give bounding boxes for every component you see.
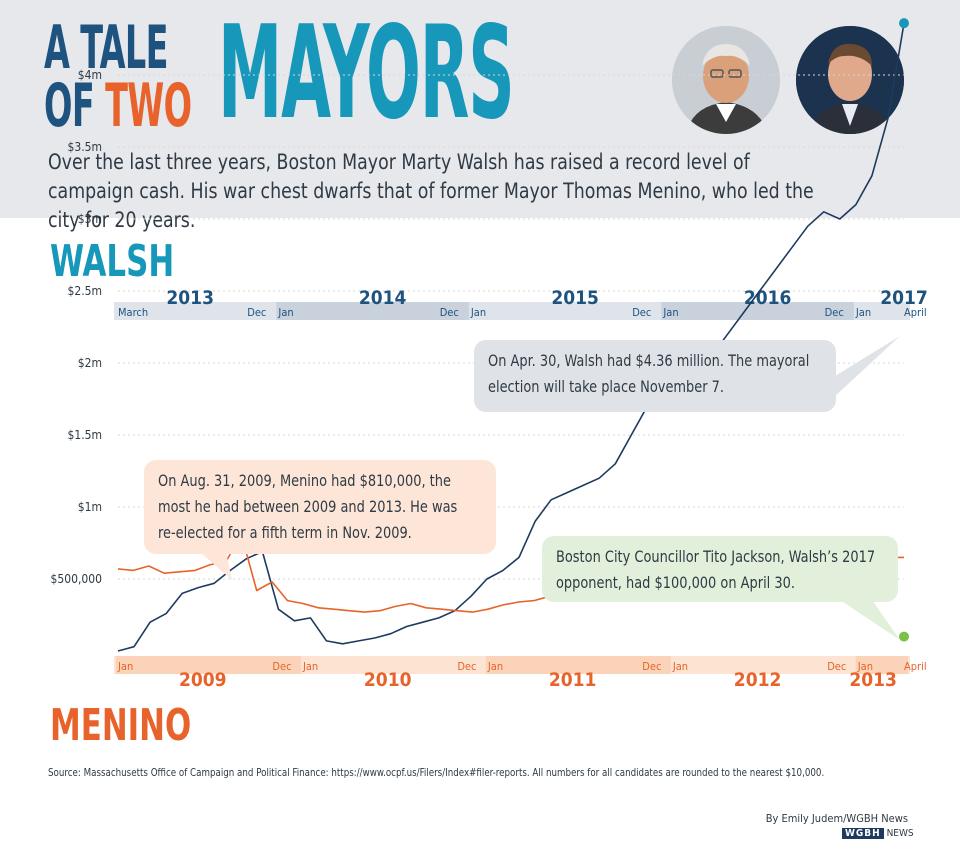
title-two: TWO — [105, 71, 192, 141]
walsh-axis-month-label: March — [118, 306, 148, 319]
menino-axis-month-label: Jan — [857, 660, 873, 673]
walsh-axis-year-shade — [661, 302, 854, 320]
byline: By Emily Judem/WGBH News — [765, 812, 908, 825]
walsh-axis-year-label: 2013 — [166, 287, 214, 309]
walsh-section-label: WALSH — [50, 236, 175, 287]
menino-axis-year-shade — [116, 656, 301, 674]
menino-callout-pointer — [200, 552, 232, 580]
menino-axis-month-label: Jan — [672, 660, 688, 673]
walsh-axis-year-label: 2017 — [880, 287, 928, 309]
walsh-axis-year-label: 2015 — [551, 287, 599, 309]
walsh-callout: On Apr. 30, Walsh had $4.36 million. The… — [474, 340, 836, 412]
title-line-2: OF TWO — [44, 76, 192, 136]
subtitle: Over the last three years, Boston Mayor … — [48, 150, 814, 232]
source-note: Source: Massachusetts Office of Campaign… — [48, 766, 825, 779]
walsh-line — [117, 23, 905, 652]
menino-axis-year-label: 2012 — [734, 669, 782, 691]
walsh-axis-month-label: April — [904, 306, 927, 319]
walsh-axis-month-label: Dec — [825, 306, 844, 319]
menino-axis-month-label: Jan — [487, 660, 503, 673]
walsh-axis-year-label: 2014 — [359, 287, 407, 309]
menino-axis-year-label: 2011 — [549, 669, 597, 691]
menino-axis-year-shade — [855, 656, 908, 674]
menino-callout: On Aug. 31, 2009, Menino had $810,000, t… — [144, 460, 496, 554]
menino-axis-month-label: Jan — [302, 660, 318, 673]
walsh-axis-month-label: Jan — [855, 306, 871, 319]
header-band — [0, 0, 960, 218]
y-tick-label: $2m — [78, 356, 102, 370]
walsh-axis-month-label: Dec — [247, 306, 266, 319]
y-tick-label: $2.5m — [67, 284, 102, 298]
menino-axis-year-shade — [485, 656, 671, 674]
menino-axis-month-label: Dec — [272, 660, 291, 673]
y-tick-label: $1m — [78, 500, 102, 514]
walsh-axis-year-shade — [276, 302, 469, 320]
wgbh-news-logo: WGBH NEWS — [842, 828, 914, 839]
title-mayors: MAYORS — [218, 0, 515, 148]
jackson-callout-pointer — [840, 600, 900, 640]
y-tick-label: $3.5m — [67, 140, 102, 154]
jackson-point — [899, 631, 909, 642]
menino-axis-month-label: Dec — [642, 660, 661, 673]
menino-section-label: MENINO — [50, 700, 192, 751]
walsh-axis-month-label: Jan — [662, 306, 678, 319]
title-line-1: A TALE — [44, 13, 168, 83]
menino-axis-year-label: 2013 — [849, 669, 897, 691]
menino-axis-month-label: April — [904, 660, 927, 673]
title-of: OF — [44, 71, 106, 141]
y-tick-label: $4m — [78, 68, 102, 82]
y-tick-label: $3m — [78, 212, 102, 226]
menino-axis-month-label: Jan — [117, 660, 133, 673]
walsh-axis-year-label: 2016 — [744, 287, 792, 309]
walsh-portrait — [796, 26, 904, 134]
menino-axis-year-label: 2009 — [179, 669, 227, 691]
menino-axis-year-label: 2010 — [364, 669, 412, 691]
menino-portrait — [672, 26, 780, 134]
y-tick-label: $1.5m — [67, 428, 102, 442]
jackson-callout: Boston City Councillor Tito Jackson, Wal… — [542, 536, 898, 602]
walsh-axis-month-label: Jan — [277, 306, 293, 319]
menino-axis-month-label: Dec — [827, 660, 846, 673]
walsh-axis-month-label: Jan — [470, 306, 486, 319]
walsh-endpoint — [899, 18, 909, 29]
y-tick-label: $500,000 — [51, 572, 103, 586]
walsh-axis-month-label: Dec — [440, 306, 459, 319]
walsh-axis-month-label: Dec — [632, 306, 651, 319]
menino-axis-month-label: Dec — [457, 660, 476, 673]
